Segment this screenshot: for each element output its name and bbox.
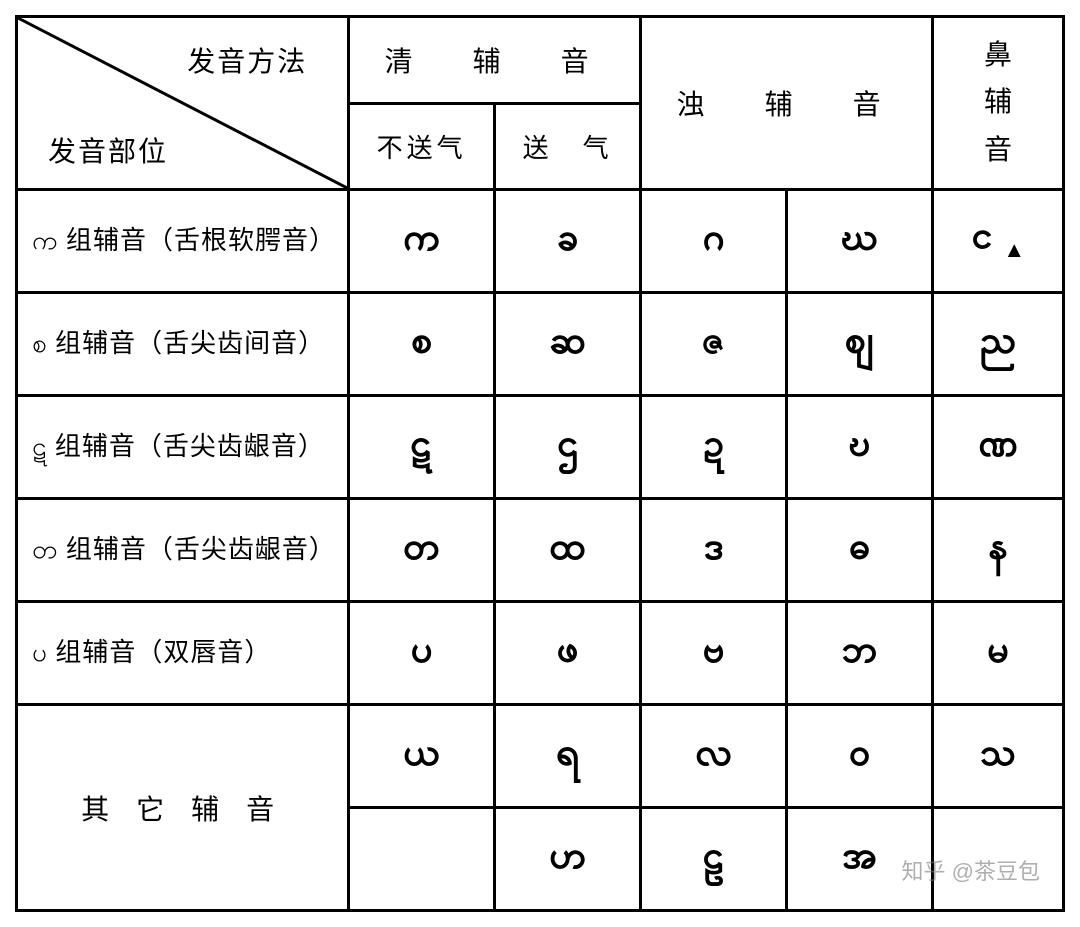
triangle-icon: ▲ — [1003, 235, 1025, 268]
glyph-cell: ဎ — [787, 396, 933, 499]
glyph-cell: ပ — [349, 602, 495, 705]
header-voiced: 浊 辅 音 — [641, 17, 933, 190]
glyph: င — [971, 209, 993, 268]
glyph-cell: ဏ — [933, 396, 1064, 499]
glyph-cell: ဖ — [495, 602, 641, 705]
glyph-cell: ဍ — [641, 396, 787, 499]
glyph-cell: ည — [933, 293, 1064, 396]
glyph-cell: င▲ — [933, 190, 1064, 293]
header-nasal-l2: 辅 — [984, 87, 1012, 118]
glyph-cell: က — [349, 190, 495, 293]
glyph-cell: ဠ — [641, 808, 787, 911]
row-label: က 组辅音（舌根软腭音） — [17, 190, 349, 293]
consonant-table: 发音方法 发音部位 清 辅 音 浊 辅 音 鼻 辅 音 不送气 送 气 က 组辅… — [15, 15, 1065, 912]
glyph-cell: ဆ — [495, 293, 641, 396]
glyph-cell: စ — [349, 293, 495, 396]
glyph-cell: ဇ — [641, 293, 787, 396]
glyph-cell: ဌ — [495, 396, 641, 499]
table-row: ပ 组辅音（双唇音） ပ ဖ ဗ ဘ မ — [17, 602, 1064, 705]
diagonal-header: 发音方法 发音部位 — [17, 17, 349, 190]
table-row: စ 组辅音（舌尖齿间音） စ ဆ ဇ ဈ ည — [17, 293, 1064, 396]
glyph-cell: ရ — [495, 705, 641, 808]
glyph-cell: ယ — [349, 705, 495, 808]
header-nasal-l1: 鼻 — [984, 40, 1012, 71]
glyph-cell: ဟ — [495, 808, 641, 911]
glyph-cell: တ — [349, 499, 495, 602]
glyph-cell: သ — [933, 705, 1064, 808]
glyph-cell: မ — [933, 602, 1064, 705]
row-label-other: 其 它 辅 音 — [17, 705, 349, 911]
header-unaspirated: 不送气 — [349, 103, 495, 190]
table-header-row: 发音方法 发音部位 清 辅 音 浊 辅 音 鼻 辅 音 — [17, 17, 1064, 104]
glyph-cell: ဃ — [787, 190, 933, 293]
glyph-cell: ဋ — [349, 396, 495, 499]
glyph-cell: န — [933, 499, 1064, 602]
row-label: ပ 组辅音（双唇音） — [17, 602, 349, 705]
glyph-cell: ဓ — [787, 499, 933, 602]
header-method: 发音方法 — [187, 40, 307, 80]
row-label: တ 组辅音（舌尖齿龈音） — [17, 499, 349, 602]
watermark: 知乎 @茶豆包 — [902, 854, 1040, 886]
header-nasal: 鼻 辅 音 — [933, 17, 1064, 190]
table-row: ဋ 组辅音（舌尖齿龈音） ဋ ဌ ဍ ဎ ဏ — [17, 396, 1064, 499]
glyph-cell: ခ — [495, 190, 641, 293]
header-place: 发音部位 — [48, 130, 168, 170]
header-aspirated: 送 气 — [495, 103, 641, 190]
glyph-cell — [349, 808, 495, 911]
table-row: က 组辅音（舌根软腭音） က ခ ဂ ဃ င▲ — [17, 190, 1064, 293]
row-label: စ 组辅音（舌尖齿间音） — [17, 293, 349, 396]
glyph-cell: ဒ — [641, 499, 787, 602]
glyph-cell: ဘ — [787, 602, 933, 705]
table-row: တ 组辅音（舌尖齿龈音） တ ထ ဒ ဓ န — [17, 499, 1064, 602]
glyph-cell: ဈ — [787, 293, 933, 396]
table-row: 其 它 辅 音 ယ ရ လ ဝ သ — [17, 705, 1064, 808]
header-nasal-l3: 音 — [984, 135, 1012, 166]
row-label: ဋ 组辅音（舌尖齿龈音） — [17, 396, 349, 499]
glyph-cell: ဂ — [641, 190, 787, 293]
header-voiceless: 清 辅 音 — [349, 17, 641, 104]
glyph-cell: ဗ — [641, 602, 787, 705]
glyph-cell: ဝ — [787, 705, 933, 808]
glyph-cell: ထ — [495, 499, 641, 602]
glyph-cell: လ — [641, 705, 787, 808]
